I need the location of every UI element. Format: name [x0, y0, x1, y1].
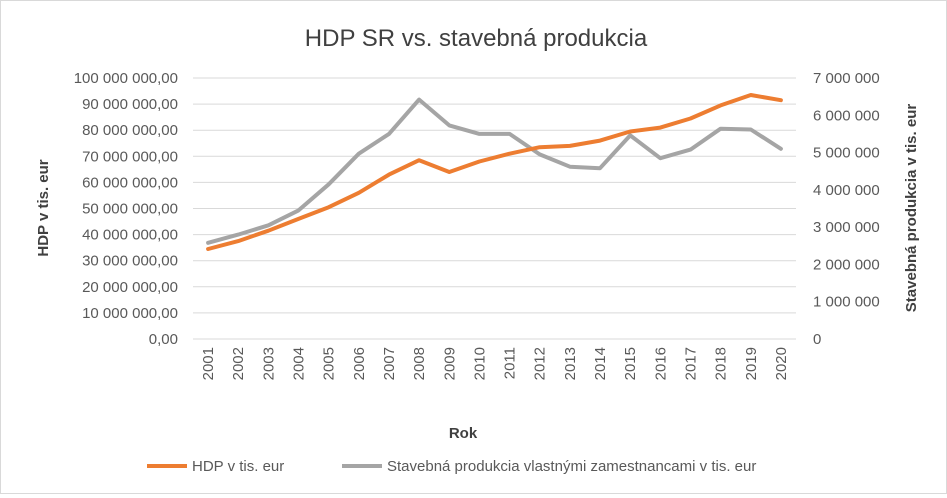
y-left-tick-label: 50 000 000,00	[82, 201, 178, 218]
legend-label-stavebna: Stavebná produkcia vlastnými zamestnanca…	[387, 458, 756, 475]
data-point-stavebna-produkcia	[568, 165, 572, 169]
x-tick-label: 2010	[471, 347, 488, 380]
series-layer	[206, 93, 783, 251]
left-axis-ticks: 0,00 10 000 000,00 20 000 000,00 30 000 000…	[74, 70, 178, 348]
data-point-stavebna-produkcia	[387, 132, 391, 136]
y-right-tick-label: 6 000 000	[813, 107, 880, 124]
x-tick-label: 2014	[592, 347, 609, 380]
data-point-hdp	[508, 152, 512, 156]
data-point-stavebna-produkcia	[688, 148, 692, 152]
data-point-hdp	[598, 139, 602, 143]
data-point-stavebna-produkcia	[477, 132, 481, 136]
x-tick-label: 2016	[652, 347, 669, 380]
data-point-hdp	[628, 130, 632, 134]
data-point-stavebna-produkcia	[206, 241, 210, 245]
x-tick-label: 2020	[773, 347, 790, 380]
y-right-tick-label: 3 000 000	[813, 219, 880, 236]
x-tick-label: 2009	[441, 347, 458, 380]
y-left-tick-label: 60 000 000,00	[82, 174, 178, 191]
data-point-stavebna-produkcia	[266, 223, 270, 227]
y-left-tick-label: 70 000 000,00	[82, 148, 178, 165]
data-point-stavebna-produkcia	[779, 147, 783, 151]
y-axis-left-title: HDP v tis. eur	[35, 159, 52, 256]
data-point-stavebna-produkcia	[628, 133, 632, 137]
y-left-tick-label: 30 000 000,00	[82, 253, 178, 270]
y-left-tick-label: 0,00	[149, 331, 178, 348]
data-point-stavebna-produkcia	[598, 166, 602, 170]
data-point-hdp	[719, 103, 723, 107]
y-right-tick-label: 0	[813, 331, 821, 348]
x-tick-label: 2007	[381, 347, 398, 380]
data-point-stavebna-produkcia	[658, 156, 662, 160]
x-tick-label: 2004	[291, 347, 308, 380]
x-tick-label: 2019	[743, 347, 760, 380]
y-left-tick-label: 40 000 000,00	[82, 227, 178, 244]
x-tick-label: 2012	[532, 347, 549, 380]
y-left-tick-label: 90 000 000,00	[82, 96, 178, 113]
data-point-hdp	[206, 247, 210, 251]
data-point-hdp	[477, 160, 481, 164]
x-tick-label: 2002	[230, 347, 247, 380]
legend-label-hdp: HDP v tis. eur	[192, 458, 284, 475]
x-axis-ticks: 2001 2002 2003 2004 2005 2006 2007 2008 2009 2010…	[200, 347, 790, 380]
x-tick-label: 2018	[713, 347, 730, 380]
data-point-stavebna-produkcia	[357, 152, 361, 156]
data-point-hdp	[357, 191, 361, 195]
data-point-hdp	[749, 93, 753, 97]
data-point-stavebna-produkcia	[749, 127, 753, 131]
data-point-hdp	[266, 229, 270, 233]
y-right-tick-label: 5 000 000	[813, 145, 880, 162]
y-right-tick-label: 4 000 000	[813, 182, 880, 199]
y-right-tick-label: 2 000 000	[813, 256, 880, 273]
y-right-tick-label: 7 000 000	[813, 70, 880, 87]
data-point-hdp	[297, 217, 301, 221]
data-point-hdp	[447, 170, 451, 174]
data-point-hdp	[688, 116, 692, 120]
x-tick-label: 2008	[411, 347, 428, 380]
data-point-hdp	[538, 145, 542, 149]
chart-title: HDP SR vs. stavebná produkcia	[305, 25, 648, 52]
data-point-stavebna-produkcia	[417, 98, 421, 102]
data-point-stavebna-produkcia	[508, 132, 512, 136]
series-line-stavebna-produkcia	[206, 97, 783, 245]
y-left-tick-label: 20 000 000,00	[82, 279, 178, 296]
data-point-stavebna-produkcia	[719, 127, 723, 131]
data-point-stavebna-produkcia	[297, 208, 301, 212]
data-point-hdp	[779, 98, 783, 102]
x-axis-title: Rok	[449, 425, 478, 442]
data-point-hdp	[658, 126, 662, 130]
x-tick-label: 2001	[200, 347, 217, 380]
gridlines	[193, 77, 796, 314]
data-point-stavebna-produkcia	[538, 152, 542, 156]
x-tick-label: 2017	[682, 347, 699, 380]
y-left-tick-label: 100 000 000,00	[74, 70, 178, 87]
y-right-tick-label: 1 000 000	[813, 294, 880, 311]
data-point-hdp	[417, 158, 421, 162]
data-point-hdp	[568, 144, 572, 148]
data-point-hdp	[387, 173, 391, 177]
y-axis-right-title: Stavebná produkcia v tis. eur	[903, 104, 920, 313]
x-tick-label: 2003	[260, 347, 277, 380]
x-tick-label: 2006	[351, 347, 368, 380]
y-left-tick-label: 80 000 000,00	[82, 122, 178, 139]
data-point-hdp	[327, 205, 331, 209]
x-tick-label: 2015	[622, 347, 639, 380]
data-point-stavebna-produkcia	[447, 123, 451, 127]
data-point-hdp	[236, 239, 240, 243]
data-point-stavebna-produkcia	[236, 233, 240, 237]
series-line-hdp	[206, 93, 783, 251]
right-axis-ticks: 0 1 000 000 2 000 000 3 000 000 4 000 000 5 0…	[813, 70, 880, 348]
y-left-tick-label: 10 000 000,00	[82, 305, 178, 322]
x-tick-label: 2005	[321, 347, 338, 380]
x-tick-label: 2013	[562, 347, 579, 380]
legend: HDP v tis. eur Stavebná produkcia vlastn…	[147, 458, 756, 475]
data-point-stavebna-produkcia	[327, 182, 331, 186]
x-tick-label: 2011	[502, 347, 519, 379]
